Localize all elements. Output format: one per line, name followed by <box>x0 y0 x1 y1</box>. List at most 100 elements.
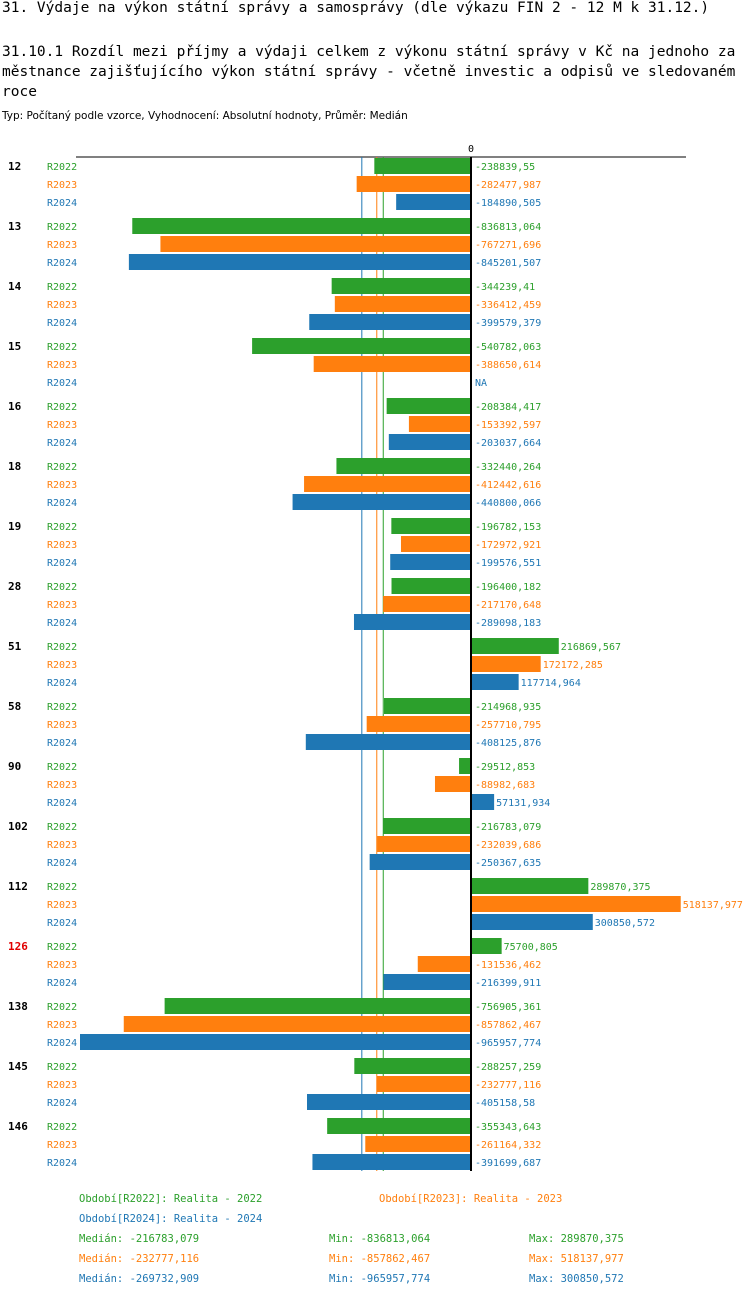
series-label: R2024 <box>47 438 77 449</box>
bar-r2023 <box>123 1016 472 1032</box>
value-label: -355343,643 <box>475 1122 541 1133</box>
value-label: -282477,987 <box>475 180 541 191</box>
series-label: R2022 <box>47 462 77 473</box>
value-label: -196782,153 <box>475 522 541 533</box>
series-label: R2023 <box>47 240 77 251</box>
value-label: 117714,964 <box>521 678 581 689</box>
bar-r2023 <box>366 716 471 732</box>
bar-r2024 <box>471 674 519 690</box>
value-label: -767271,696 <box>475 240 541 251</box>
bar-r2023 <box>376 1076 471 1092</box>
bar-r2023 <box>304 476 471 492</box>
value-label: -845201,507 <box>475 258 541 269</box>
series-label: R2024 <box>47 1038 77 1049</box>
value-label: -440800,066 <box>475 498 541 509</box>
series-label: R2022 <box>47 702 77 713</box>
series-label: R2024 <box>47 318 77 329</box>
series-label: R2022 <box>47 162 77 173</box>
value-label: -232039,686 <box>475 840 541 851</box>
value-label: 57131,934 <box>496 798 550 809</box>
bar-r2023 <box>400 536 471 552</box>
series-label: R2023 <box>47 720 77 731</box>
page-title: 31. Výdaje na výkon státní správy a samo… <box>2 0 710 16</box>
value-label: 75700,805 <box>504 942 558 953</box>
bar-r2022 <box>132 218 471 234</box>
stat-max-r2022: Max: 289870,375 <box>529 1233 624 1245</box>
category-label: 28 <box>8 580 21 593</box>
value-label: -408125,876 <box>475 738 541 749</box>
value-label: -336412,459 <box>475 300 541 311</box>
stat-median-r2024: Medián: -269732,909 <box>79 1273 200 1285</box>
value-label: -217170,648 <box>475 600 541 611</box>
category-label: 146 <box>8 1120 28 1133</box>
stat-max-r2024: Max: 300850,572 <box>529 1273 624 1285</box>
bar-r2023 <box>356 176 471 192</box>
bar-r2022 <box>336 458 471 474</box>
value-label: -857862,467 <box>475 1020 541 1031</box>
bar-r2024 <box>369 854 471 870</box>
value-label: -131536,462 <box>475 960 541 971</box>
bar-r2024 <box>305 734 471 750</box>
series-label: R2023 <box>47 780 77 791</box>
series-label: R2022 <box>47 522 77 533</box>
series-label: R2024 <box>47 378 77 389</box>
value-label: -391699,687 <box>475 1158 541 1169</box>
value-label: -208384,417 <box>475 402 541 413</box>
value-label: -216783,079 <box>475 822 541 833</box>
stat-min-r2022: Min: -836813,064 <box>329 1233 431 1245</box>
value-label: -405158,58 <box>475 1098 535 1109</box>
value-label: -332440,264 <box>475 462 541 473</box>
bar-r2023 <box>377 836 471 852</box>
series-label: R2024 <box>47 618 77 629</box>
bar-r2023 <box>471 896 681 912</box>
category-label: 19 <box>8 520 21 533</box>
series-label: R2024 <box>47 258 77 269</box>
series-label: R2023 <box>47 1080 77 1091</box>
series-label: R2023 <box>47 900 77 911</box>
value-label: NA <box>475 378 487 389</box>
bar-r2022 <box>354 1058 471 1074</box>
bar-r2024 <box>307 1094 471 1110</box>
value-label: -261164,332 <box>475 1140 541 1151</box>
series-label: R2022 <box>47 402 77 413</box>
value-label: -203037,664 <box>475 438 541 449</box>
value-label: -412442,616 <box>475 480 541 491</box>
value-label: -388650,614 <box>475 360 541 371</box>
bar-r2024 <box>396 194 471 210</box>
category-label: 12 <box>8 160 21 173</box>
value-label: -172972,921 <box>475 540 541 551</box>
series-label: R2024 <box>47 798 77 809</box>
series-label: R2023 <box>47 300 77 311</box>
series-label: R2024 <box>47 918 77 929</box>
value-label: -153392,597 <box>475 420 541 431</box>
bar-r2022 <box>391 578 471 594</box>
zero-tick-label: 0 <box>468 144 474 155</box>
series-label: R2024 <box>47 978 77 989</box>
series-label: R2024 <box>47 738 77 749</box>
bar-r2024 <box>128 254 471 270</box>
bar-r2022 <box>164 998 471 1014</box>
series-label: R2022 <box>47 762 77 773</box>
bar-r2022 <box>383 698 471 714</box>
bar-r2023 <box>434 776 471 792</box>
value-label: -199576,551 <box>475 558 541 569</box>
series-label: R2023 <box>47 1140 77 1151</box>
category-label: 14 <box>8 280 22 293</box>
bar-r2024 <box>388 434 471 450</box>
series-label: R2023 <box>47 420 77 431</box>
category-label: 138 <box>8 1000 28 1013</box>
series-label: R2023 <box>47 1020 77 1031</box>
bar-r2023 <box>365 1136 471 1152</box>
value-label: -756905,361 <box>475 1002 541 1013</box>
value-label: 289870,375 <box>590 882 650 893</box>
series-label: R2023 <box>47 540 77 551</box>
category-label: 102 <box>8 820 28 833</box>
series-label: R2023 <box>47 480 77 491</box>
value-label: -257710,795 <box>475 720 541 731</box>
value-label: -29512,853 <box>475 762 535 773</box>
legend-r2023: Období[R2023]: Realita - 2023 <box>379 1193 563 1205</box>
bar-r2024 <box>312 1154 471 1170</box>
series-label: R2022 <box>47 1122 77 1133</box>
series-label: R2024 <box>47 558 77 569</box>
bar-r2024 <box>80 1034 471 1050</box>
